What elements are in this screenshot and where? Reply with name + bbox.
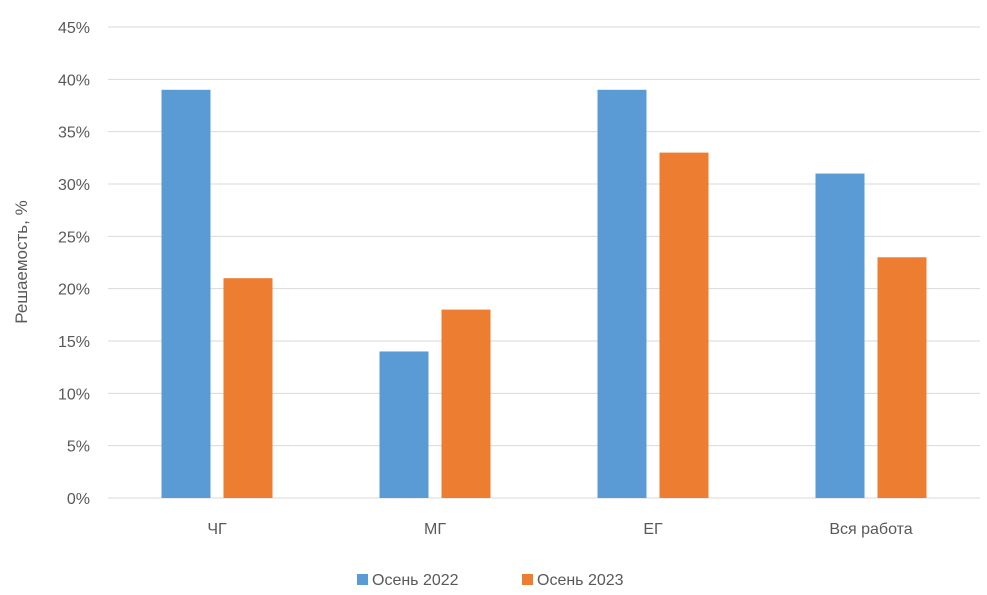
y-tick-label: 40% [58,72,90,89]
bar-series-2 [877,257,927,498]
bar-series-1 [815,173,865,499]
y-tick-label: 25% [58,229,90,246]
y-tick-label: 10% [58,386,90,403]
bar-series-1 [379,351,429,498]
bar-series-2 [659,152,709,498]
y-axis-ticks: 0% 5% 10% 15% 20% 25% 30% 35% 40% 45% [58,20,90,508]
y-tick-label: 20% [58,282,90,299]
x-axis-categories: ЧГ МГ ЕГ Вся работа [207,521,912,538]
y-tick-label: 30% [58,177,90,194]
y-tick-label: 15% [58,334,90,351]
bar-series-2 [441,309,491,498]
y-tick-label: 5% [67,439,90,456]
bar-series-1 [161,89,211,499]
legend-label: Осень 2022 [372,572,459,589]
bar-series-2 [223,278,273,498]
legend: Осень 2022 Осень 2023 [357,572,624,589]
x-category-label: ЧГ [207,521,227,538]
x-category-label: Вся работа [829,521,912,538]
legend-label: Осень 2023 [537,572,624,589]
y-tick-label: 45% [58,20,90,37]
legend-swatch [357,574,368,585]
y-tick-label: 35% [58,125,90,142]
x-category-label: ЕГ [643,521,663,538]
y-axis-title: Решаемость, % [12,200,31,323]
bar-series-1 [597,89,647,499]
x-category-label: МГ [424,521,446,538]
legend-swatch [522,574,533,585]
y-tick-label: 0% [67,491,90,508]
bars [161,89,927,499]
